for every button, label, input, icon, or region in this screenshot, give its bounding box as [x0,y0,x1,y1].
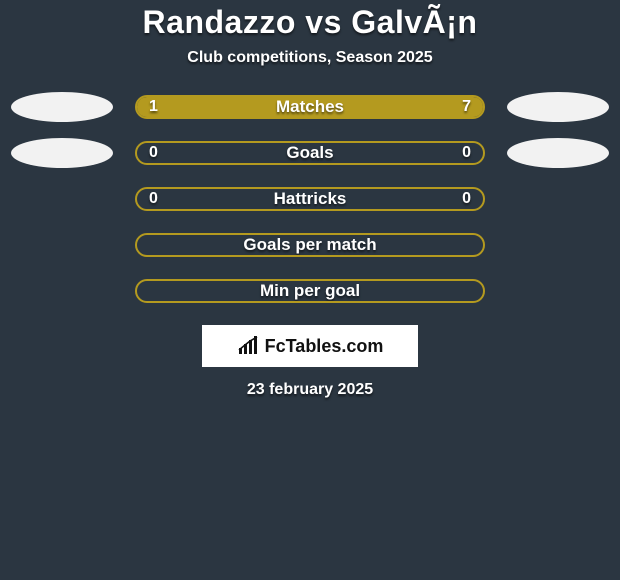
stat-label: Goals [137,143,483,163]
stat-bar: 0 0Goals [135,141,485,165]
stat-row: Goals per match [0,233,620,257]
page-subtitle: Club competitions, Season 2025 [187,49,432,67]
player-avatar-right [507,92,609,122]
stat-bar: 0 0Hattricks [135,187,485,211]
stat-bar: Goals per match [135,233,485,257]
bar-fill-left [137,97,180,117]
stat-bar: 17Matches [135,95,485,119]
stat-bar: Min per goal [135,279,485,303]
player-avatar-left [11,92,113,122]
player-avatar-right [507,138,609,168]
bar-fill-right [180,97,483,117]
stat-value-right: 0 [462,143,471,163]
stat-value-left: 1 [149,97,158,117]
brand-badge: FcTables.com [202,325,418,367]
stat-rows: 17Matches00Goals00HattricksGoals per mat… [0,95,620,303]
stat-label: Goals per match [137,235,483,255]
stat-row: 0 0Goals [0,141,620,165]
date-stamp: 23 february 2025 [247,381,373,399]
brand-chart-icon [237,336,261,356]
stat-value-left: 0 [149,143,158,163]
stat-value-right: 7 [462,97,471,117]
player-avatar-left [11,138,113,168]
stat-value-left: 0 [149,189,158,209]
brand-text: FcTables.com [265,336,384,357]
stat-row: 17Matches [0,95,620,119]
stat-label: Min per goal [137,281,483,301]
page-title: Randazzo vs GalvÃ¡n [143,4,478,41]
comparison-card: Randazzo vs GalvÃ¡n Club competitions, S… [0,0,620,580]
stat-row: Min per goal [0,279,620,303]
stat-value-right: 0 [462,189,471,209]
stat-label: Hattricks [137,189,483,209]
stat-row: 0 0Hattricks [0,187,620,211]
